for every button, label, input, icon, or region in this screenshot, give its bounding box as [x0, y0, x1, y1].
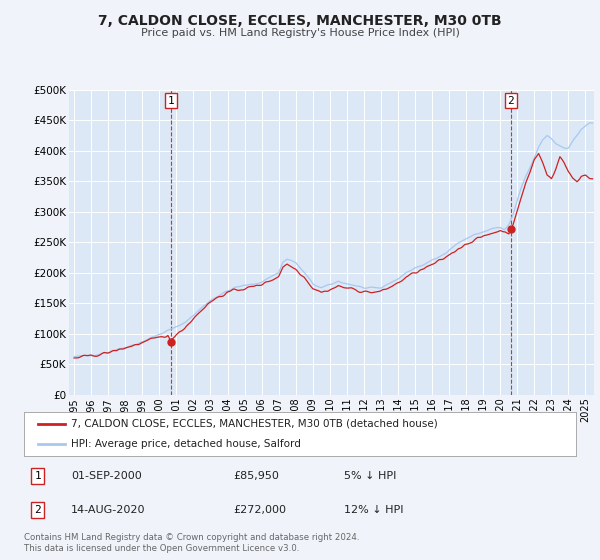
Text: Contains HM Land Registry data © Crown copyright and database right 2024.
This d: Contains HM Land Registry data © Crown c…	[24, 533, 359, 553]
Text: 7, CALDON CLOSE, ECCLES, MANCHESTER, M30 0TB: 7, CALDON CLOSE, ECCLES, MANCHESTER, M30…	[98, 14, 502, 28]
Text: £272,000: £272,000	[234, 505, 287, 515]
Text: 2: 2	[34, 505, 41, 515]
Text: 1: 1	[34, 471, 41, 481]
Text: 5% ↓ HPI: 5% ↓ HPI	[344, 471, 397, 481]
Text: 7, CALDON CLOSE, ECCLES, MANCHESTER, M30 0TB (detached house): 7, CALDON CLOSE, ECCLES, MANCHESTER, M30…	[71, 419, 437, 429]
Text: 2: 2	[508, 96, 514, 106]
Text: 1: 1	[167, 96, 174, 106]
Text: HPI: Average price, detached house, Salford: HPI: Average price, detached house, Salf…	[71, 439, 301, 449]
Text: Price paid vs. HM Land Registry's House Price Index (HPI): Price paid vs. HM Land Registry's House …	[140, 28, 460, 38]
Text: £85,950: £85,950	[234, 471, 280, 481]
Text: 12% ↓ HPI: 12% ↓ HPI	[344, 505, 404, 515]
Text: 01-SEP-2000: 01-SEP-2000	[71, 471, 142, 481]
Text: 14-AUG-2020: 14-AUG-2020	[71, 505, 145, 515]
